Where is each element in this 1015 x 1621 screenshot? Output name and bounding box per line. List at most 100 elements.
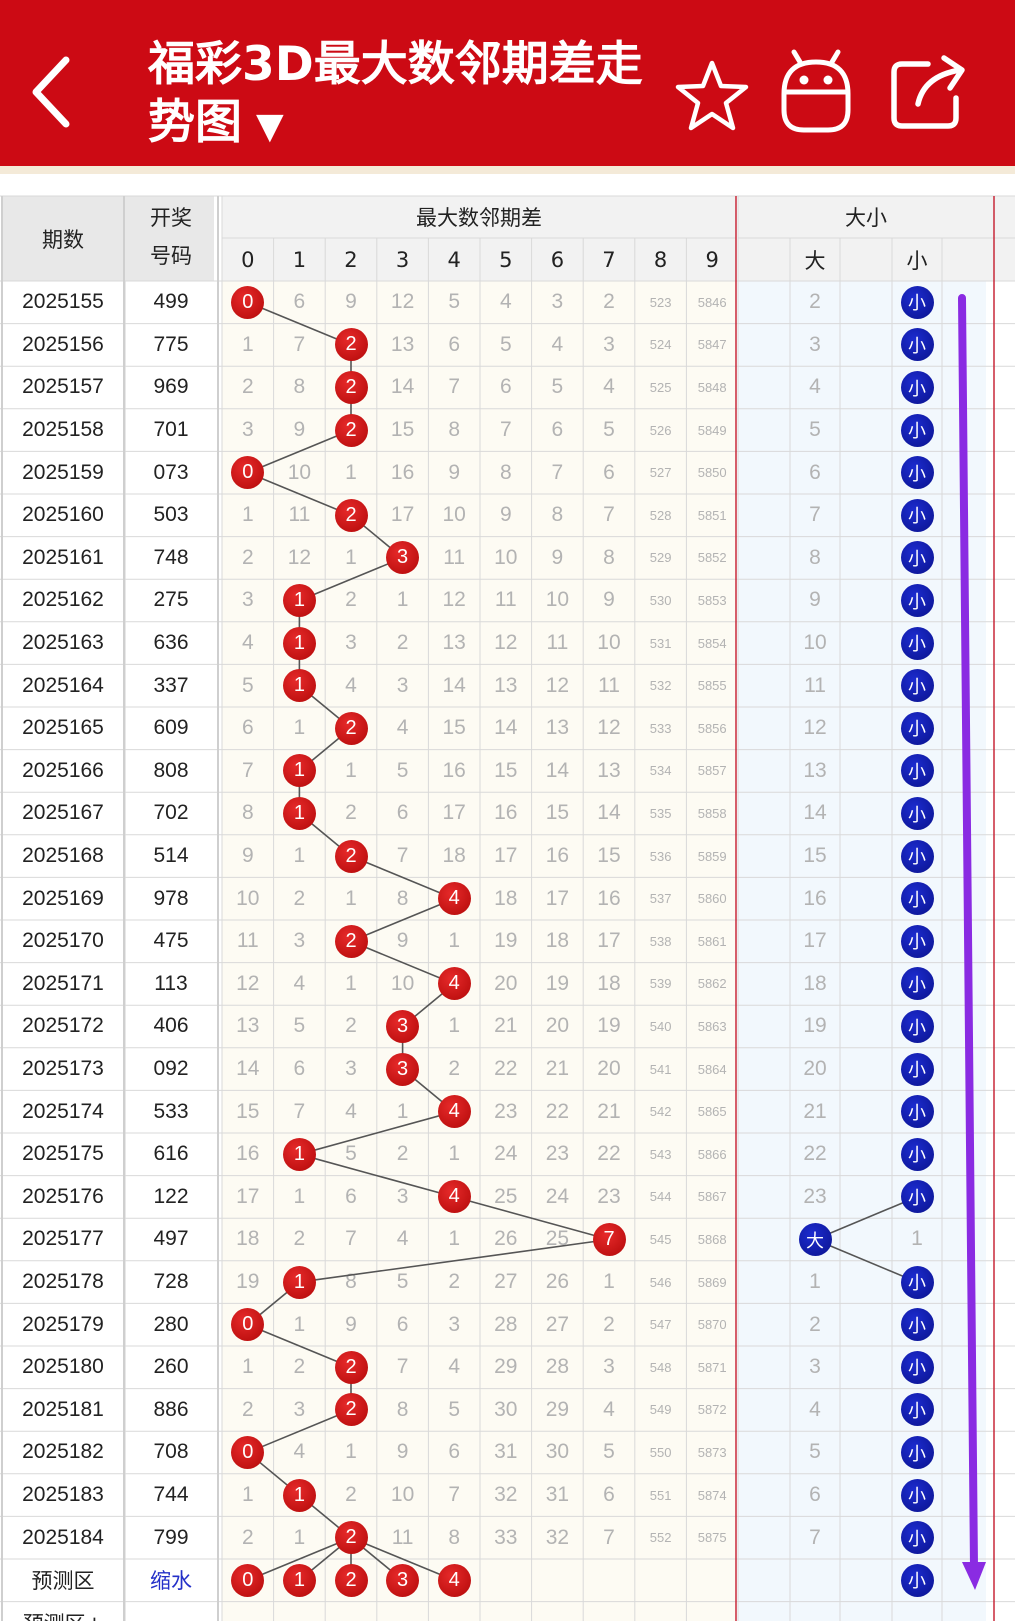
omission-cell: 1: [448, 929, 461, 953]
title-area[interactable]: 福彩3D最大数邻期差走势图 ▼: [148, 36, 648, 152]
omission-cell: 4: [293, 1440, 306, 1464]
omission-cell: 24: [494, 1142, 518, 1166]
omission-cell: 6: [603, 1483, 615, 1507]
period-cell: 2025167: [22, 801, 104, 825]
omission-cell: 11: [494, 588, 517, 612]
omission-cell: 9: [345, 1312, 357, 1336]
omission-cell: 18: [597, 971, 621, 995]
omission-cell: 12: [287, 545, 312, 569]
omission-cell: 4: [345, 673, 357, 697]
omission-cell: 2: [345, 801, 357, 825]
shrink-link[interactable]: 缩水: [150, 1569, 192, 1594]
size-omission-cell: 14: [803, 801, 827, 825]
trend-line: [247, 471, 352, 517]
omission-cell: 8: [551, 503, 564, 527]
predict-line: [247, 1536, 352, 1582]
omission-cell: 23: [545, 1142, 570, 1166]
omission-cell: 3: [241, 418, 254, 442]
omission-cell: 2: [345, 1014, 357, 1038]
header-size-group: 大小: [845, 206, 887, 230]
omission-cell: 5863: [697, 1018, 727, 1034]
period-cell: 2025182: [22, 1440, 104, 1464]
omission-cell: 9: [603, 588, 615, 612]
share-button[interactable]: [888, 54, 972, 134]
omission-cell: 7: [293, 1099, 306, 1123]
omission-cell: 5: [603, 418, 615, 442]
hit-ball: 0: [231, 1308, 265, 1342]
number-cell: 406: [153, 1014, 189, 1038]
header-number-line1: 开奖: [150, 206, 192, 230]
size-omission-cell: 22: [803, 1142, 827, 1166]
hit-ball: 1: [282, 1265, 316, 1299]
omission-cell: 23: [494, 1099, 518, 1123]
omission-cell: 2: [293, 1227, 306, 1251]
size-ball: 小: [900, 328, 934, 362]
app-header: 福彩3D最大数邻期差走势图 ▼: [0, 0, 1015, 166]
number-cell: 748: [153, 545, 189, 569]
omission-cell: 3: [603, 1355, 615, 1379]
number-cell: 260: [153, 1355, 189, 1379]
size-ball: 小: [900, 1265, 934, 1299]
size-omission-cell: 10: [803, 631, 827, 655]
predict-line: [350, 1536, 455, 1582]
size-omission-cell: 2: [809, 290, 821, 314]
number-cell: 799: [153, 1525, 189, 1549]
header-digit: 1: [292, 247, 307, 272]
size-omission-cell: 2: [809, 1312, 821, 1336]
omission-cell: 534: [649, 763, 672, 779]
omission-cell: 7: [396, 1355, 409, 1379]
omission-cell: 531: [649, 635, 672, 651]
omission-cell: 1: [396, 1099, 409, 1123]
period-cell: 2025170: [22, 929, 104, 953]
omission-cell: 8: [396, 1397, 409, 1421]
omission-cell: 5866: [697, 1146, 727, 1162]
omission-cell: 12: [597, 716, 621, 740]
hit-ball: 2: [334, 413, 368, 447]
hit-ball: 3: [386, 1052, 420, 1086]
purple-arrow-shaft: [958, 294, 978, 1572]
omission-cell: 15: [442, 716, 466, 740]
hit-ball: 1: [282, 797, 316, 830]
omission-cell: 7: [293, 332, 306, 356]
predict-ball: 3: [386, 1563, 420, 1597]
omission-cell: 19: [236, 1270, 260, 1294]
omission-cell: 5: [396, 758, 409, 782]
omission-cell: 7: [241, 758, 254, 782]
omission-cell: 548: [649, 1359, 672, 1375]
omission-cell: 5864: [697, 1061, 727, 1077]
omission-cell: 16: [597, 886, 621, 910]
omission-cell: 26: [545, 1270, 570, 1294]
omission-cell: 1: [293, 1525, 306, 1549]
size-omission-cell: 18: [803, 971, 827, 995]
period-cell: 2025176: [22, 1184, 104, 1208]
omission-cell: 28: [494, 1312, 518, 1336]
omission-cell: 5854: [697, 635, 727, 651]
omission-cell: 22: [545, 1099, 570, 1123]
predict-ball: 0: [231, 1563, 265, 1597]
size-trend-line: [814, 1196, 918, 1241]
omission-cell: 6: [293, 290, 306, 314]
dropdown-arrow-icon[interactable]: ▼: [256, 106, 284, 147]
hit-ball: 1: [282, 1478, 316, 1512]
period-cell: 2025162: [22, 588, 104, 612]
omission-cell: 5: [293, 1014, 306, 1038]
period-col-bg: [2, 281, 124, 1621]
omission-cell: 20: [494, 971, 518, 995]
favorite-button[interactable]: [674, 58, 750, 134]
omission-cell: 14: [597, 801, 621, 825]
period-cell: 2025165: [22, 716, 104, 740]
omission-cell: 3: [293, 1397, 306, 1421]
omission-cell: 6: [448, 332, 461, 356]
omission-cell: 5869: [697, 1274, 727, 1290]
omission-cell: 10: [390, 1483, 415, 1507]
size-ball: 小: [900, 882, 934, 916]
omission-cell: 2: [241, 545, 254, 569]
trend-line: [350, 855, 455, 900]
omission-cell: 20: [545, 1014, 570, 1038]
omission-cell: 5855: [697, 678, 727, 694]
size-omission-cell: 11: [804, 673, 826, 697]
back-button[interactable]: [22, 48, 82, 136]
omission-cell: 18: [442, 844, 466, 868]
robot-assistant-button[interactable]: [776, 48, 856, 136]
omission-cell: 11: [391, 1525, 414, 1549]
